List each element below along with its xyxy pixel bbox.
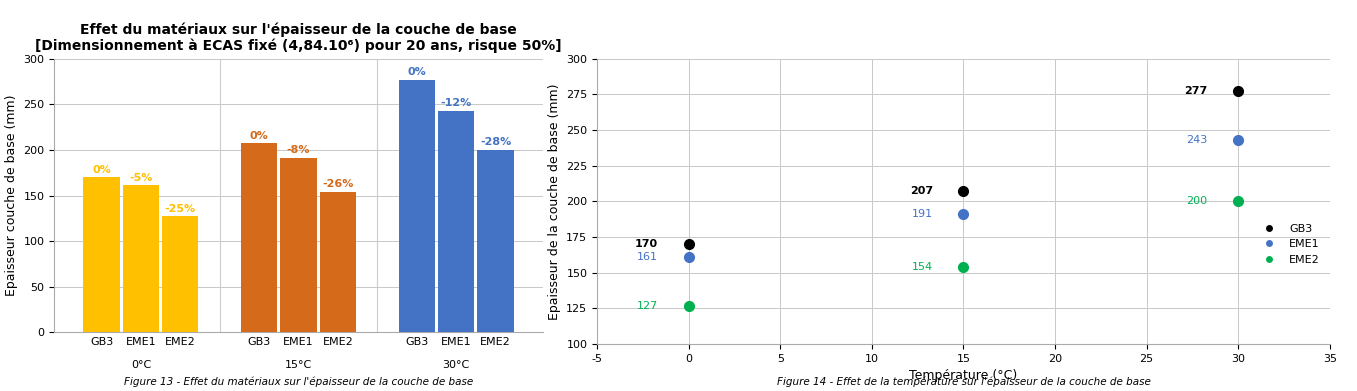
Text: 0%: 0% bbox=[250, 131, 269, 141]
Text: 191: 191 bbox=[912, 209, 932, 219]
Point bbox=[953, 264, 974, 270]
Text: -26%: -26% bbox=[322, 179, 354, 189]
Text: 154: 154 bbox=[912, 262, 932, 272]
Point bbox=[678, 241, 700, 248]
Bar bbox=[163, 217, 198, 332]
Bar bbox=[83, 177, 119, 332]
Bar bbox=[478, 150, 514, 332]
Text: -12%: -12% bbox=[441, 98, 472, 108]
Bar bbox=[123, 185, 159, 332]
Text: Figure 14 - Effet de la température sur l'épaisseur de la couche de base: Figure 14 - Effet de la température sur … bbox=[776, 377, 1151, 387]
Y-axis label: Epaisseur couche de base (mm): Epaisseur couche de base (mm) bbox=[5, 95, 18, 296]
Text: 15°C: 15°C bbox=[285, 360, 312, 370]
Bar bbox=[320, 192, 356, 332]
Text: 0%: 0% bbox=[92, 165, 111, 174]
Text: -8%: -8% bbox=[286, 145, 311, 155]
Point bbox=[1227, 88, 1248, 95]
Text: 30°C: 30°C bbox=[442, 360, 470, 370]
Bar bbox=[438, 111, 474, 332]
Text: -5%: -5% bbox=[129, 173, 152, 183]
Title: Effet du matériaux sur l'épaisseur de la couche de base
[Dimensionnement à ECAS : Effet du matériaux sur l'épaisseur de la… bbox=[35, 22, 562, 53]
Text: 170: 170 bbox=[635, 239, 658, 249]
Text: 161: 161 bbox=[638, 252, 658, 262]
Bar bbox=[242, 143, 277, 332]
Point bbox=[953, 188, 974, 194]
Legend: GB3, EME1, EME2: GB3, EME1, EME2 bbox=[1254, 219, 1324, 269]
Bar bbox=[399, 80, 434, 332]
Point bbox=[678, 254, 700, 260]
X-axis label: Température (°C): Température (°C) bbox=[909, 369, 1018, 382]
Point bbox=[953, 211, 974, 217]
Point bbox=[1227, 137, 1248, 143]
Text: 0°C: 0°C bbox=[130, 360, 151, 370]
Text: -28%: -28% bbox=[480, 137, 512, 147]
Text: 243: 243 bbox=[1186, 135, 1208, 145]
Point bbox=[1227, 198, 1248, 204]
Point bbox=[678, 302, 700, 308]
Text: 200: 200 bbox=[1186, 196, 1208, 206]
Y-axis label: Epaisseur de la couche de base (mm): Epaisseur de la couche de base (mm) bbox=[548, 83, 560, 319]
Text: 277: 277 bbox=[1185, 86, 1208, 97]
Text: 207: 207 bbox=[909, 187, 932, 196]
Text: 0%: 0% bbox=[407, 67, 426, 77]
Text: 127: 127 bbox=[636, 301, 658, 310]
Text: Figure 13 - Effet du matériaux sur l'épaisseur de la couche de base: Figure 13 - Effet du matériaux sur l'épa… bbox=[123, 377, 474, 387]
Bar bbox=[281, 158, 316, 332]
Text: -25%: -25% bbox=[164, 204, 195, 214]
